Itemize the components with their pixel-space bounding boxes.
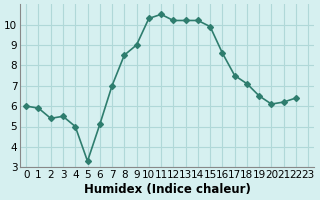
X-axis label: Humidex (Indice chaleur): Humidex (Indice chaleur): [84, 183, 251, 196]
